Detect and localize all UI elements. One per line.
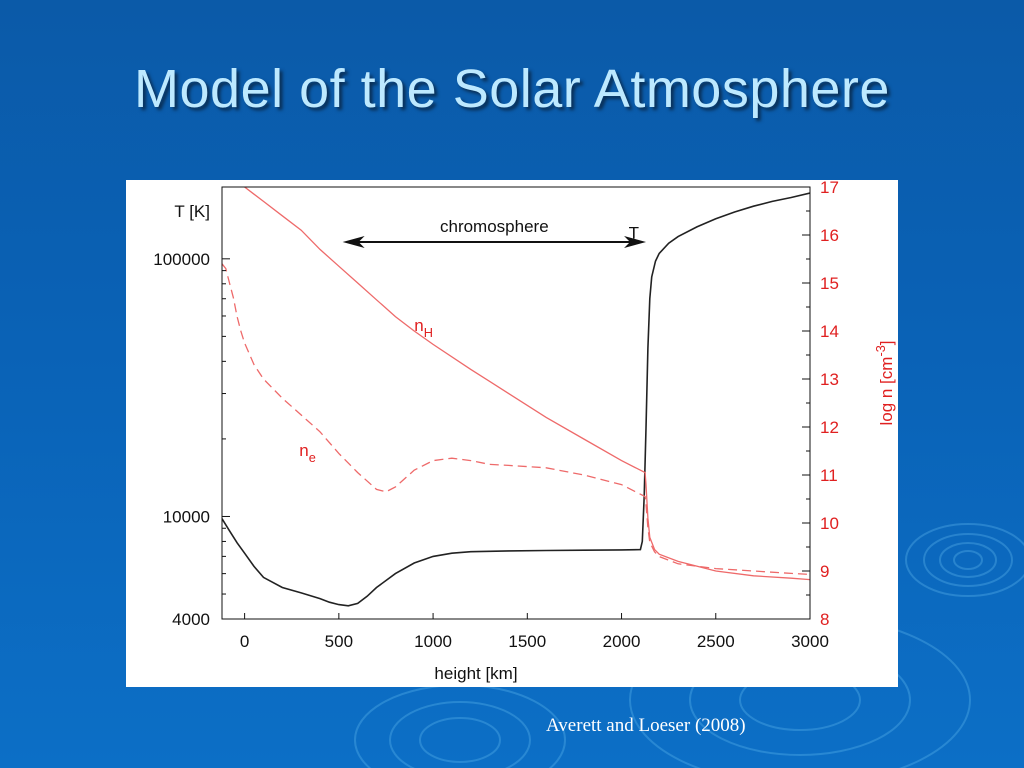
- x-tick-label-1000: 1000: [414, 632, 452, 651]
- slide-title: Model of the Solar Atmosphere: [134, 59, 890, 119]
- y-right-tick-label-8: 8: [820, 610, 829, 629]
- x-tick-label-2500: 2500: [697, 632, 735, 651]
- series-line-nH: [243, 187, 810, 581]
- y-left-tick-label-10000: 10000: [163, 507, 210, 526]
- plot-frame: [221, 186, 811, 620]
- y-right-tick-label-15: 15: [820, 274, 839, 293]
- y-left-tick-label-4000: 4000: [172, 610, 210, 629]
- labels-layer: 0 500 1000 1500 2000 2500 3000 height [km] 4000 1…: [153, 180, 896, 683]
- x-tick-label-500: 500: [325, 632, 353, 651]
- y-right-tick-label-10: 10: [820, 514, 839, 533]
- chromosphere-label: chromosphere: [440, 217, 549, 236]
- curves-layer: [222, 187, 810, 607]
- citation: Averett and Loeser (2008): [546, 715, 746, 736]
- chromosphere-arrow-right-head: [624, 236, 647, 248]
- x-tick-label-0: 0: [240, 632, 249, 651]
- y-right-tick-label-11: 11: [820, 466, 838, 485]
- series-line-T: [222, 192, 810, 607]
- y-right-tick-label-9: 9: [820, 562, 829, 581]
- ne-curve-label: ne: [299, 441, 316, 465]
- y-right-tick-label-17: 17: [820, 180, 839, 197]
- series-line-ne: [222, 263, 810, 576]
- chromosphere-arrow-left-head: [342, 236, 365, 248]
- T-curve-label: T: [629, 223, 639, 242]
- x-tick-label-1500: 1500: [508, 632, 546, 651]
- figure-panel: 0 500 1000 1500 2000 2500 3000 height [km] 4000 1…: [126, 180, 898, 687]
- y-left-tick-label-100000: 100000: [153, 250, 210, 269]
- axes-layer: [221, 186, 811, 620]
- y-right-tick-label-12: 12: [820, 418, 839, 437]
- y-right-axis-label: log n [cm-3]: [873, 340, 896, 425]
- x-axis-label: height [km]: [434, 664, 517, 683]
- y-right-tick-label-13: 13: [820, 370, 839, 389]
- x-tick-label-3000: 3000: [791, 632, 829, 651]
- solar-atmosphere-chart: 0 500 1000 1500 2000 2500 3000 height [km] 4000 1…: [153, 180, 896, 683]
- y-left-axis-label: T [K]: [174, 202, 210, 221]
- nH-curve-label: nH: [414, 316, 433, 340]
- y-right-tick-label-16: 16: [820, 226, 839, 245]
- y-right-tick-label-14: 14: [820, 322, 839, 341]
- x-tick-label-2000: 2000: [603, 632, 641, 651]
